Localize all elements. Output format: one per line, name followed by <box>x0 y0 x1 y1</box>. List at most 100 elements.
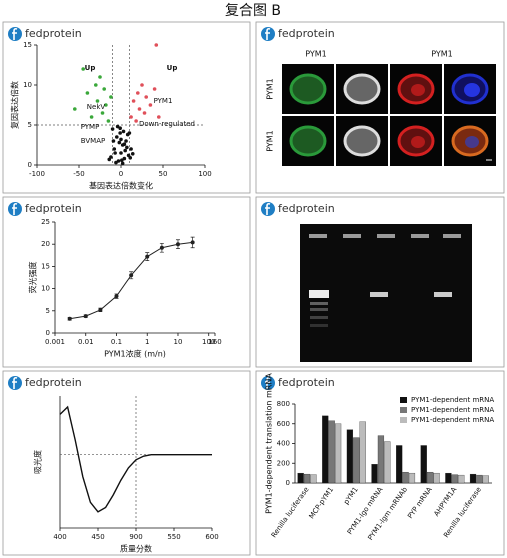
x-tick-label: 100 <box>198 170 211 178</box>
legend-swatch <box>400 407 407 413</box>
brand-name: fedprotein <box>278 202 335 215</box>
bar <box>310 474 317 484</box>
data-point <box>113 151 117 155</box>
x-axis-label: 基因表达倍数变化 <box>89 181 153 191</box>
data-point <box>104 103 108 107</box>
data-point <box>85 91 90 95</box>
legend-label: PYM1-dependent mRNA <box>411 396 494 404</box>
bar <box>451 474 458 484</box>
gel-band <box>370 292 388 297</box>
data-point <box>111 139 116 143</box>
y-tick-label: 0 <box>286 479 290 487</box>
legend-swatch <box>400 397 407 403</box>
micro-nucleus <box>411 136 425 148</box>
y-tick-label: 800 <box>277 400 290 408</box>
data-point <box>154 43 159 47</box>
data-point <box>123 148 127 153</box>
y-tick-label: 400 <box>277 440 290 448</box>
micro-row-label: PYM1 <box>266 130 275 152</box>
micro-cell <box>289 125 327 157</box>
x-tick-label: 10 <box>174 338 183 346</box>
data-point <box>89 115 94 119</box>
data-point <box>73 107 77 111</box>
legend-label: PYM1-dependent mRNA <box>411 406 494 414</box>
data-point <box>136 91 140 95</box>
data-point <box>112 147 117 151</box>
data-point <box>117 140 122 145</box>
y-tick-label: 15 <box>41 262 50 270</box>
gel-smear <box>310 302 328 305</box>
annotation: Up <box>167 64 178 72</box>
data-point <box>118 131 122 135</box>
data-point <box>144 95 148 99</box>
data-point <box>129 273 134 278</box>
micro-cell <box>289 73 327 105</box>
spectrum-line <box>59 405 212 513</box>
bar <box>482 475 489 484</box>
logo-glyph <box>12 202 18 215</box>
x-axis-label: 质量分数 <box>120 544 152 554</box>
logo-glyph <box>265 202 271 215</box>
data-point <box>121 129 126 134</box>
gel-well <box>377 234 395 238</box>
data-point <box>125 145 129 150</box>
data-point <box>127 131 132 135</box>
bar <box>384 441 391 484</box>
y-axis-label: PYM1-dependent translation mRNA <box>265 373 274 514</box>
y-axis-label: 复因表达倍数 <box>10 81 20 129</box>
x-tick-label: 50 <box>159 170 168 178</box>
bar <box>402 471 409 484</box>
x-tick-label: -100 <box>29 170 45 178</box>
bar <box>420 445 427 484</box>
gel-band <box>309 290 329 298</box>
brand-name: fedprotein <box>25 27 82 40</box>
x-tick-label: 0.01 <box>78 338 94 346</box>
micro-nucleus <box>464 83 480 97</box>
micro-nucleus <box>411 84 425 96</box>
gel-band <box>434 292 452 297</box>
data-point <box>81 67 85 71</box>
x-tick-label: 600 <box>205 533 218 541</box>
data-point <box>95 99 100 103</box>
y-axis-label: 荧光强度 <box>28 262 38 294</box>
bar <box>458 474 465 484</box>
gel-well <box>443 234 461 238</box>
data-point <box>109 95 113 99</box>
bar <box>445 472 452 484</box>
micro-cell <box>343 73 381 105</box>
data-point <box>152 87 157 91</box>
annotation: PYM1 <box>154 97 173 105</box>
y-tick-label: 5 <box>46 307 50 315</box>
micro-nucleus <box>465 136 479 148</box>
data-point <box>67 316 72 321</box>
y-tick-label: 600 <box>277 420 290 428</box>
logo-glyph <box>12 376 18 389</box>
legend-label: PYM1-dependent mRNA <box>411 416 494 424</box>
data-point <box>140 83 144 87</box>
x-tick-label: 450 <box>91 533 104 541</box>
data-point <box>142 111 147 115</box>
data-point <box>119 151 123 155</box>
y-tick-label: 0 <box>46 329 50 337</box>
bar <box>346 429 354 484</box>
legend-swatch <box>400 417 407 423</box>
logo-icon <box>261 376 275 390</box>
data-point <box>114 294 119 299</box>
data-point <box>118 126 122 130</box>
brand-name: fedprotein <box>278 376 335 389</box>
data-point <box>175 242 180 247</box>
data-point <box>129 115 133 119</box>
bar <box>371 464 378 484</box>
bar <box>353 437 360 484</box>
data-point <box>106 119 111 123</box>
data-point <box>148 103 153 107</box>
x-tick-label: 0.1 <box>111 338 122 346</box>
y-tick-label: 15 <box>23 41 32 49</box>
x-tick-label: 550 <box>167 533 180 541</box>
y-tick-label: 25 <box>41 218 50 226</box>
data-point <box>100 111 105 115</box>
data-point <box>124 139 128 143</box>
x-tick-label: 0.001 <box>45 338 65 346</box>
logo-icon <box>261 202 275 216</box>
data-point <box>120 158 124 162</box>
